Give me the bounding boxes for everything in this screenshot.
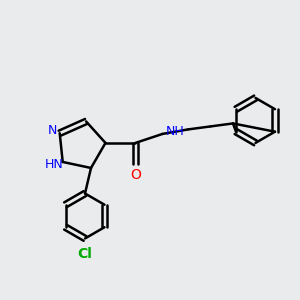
Text: O: O bbox=[130, 168, 141, 182]
Text: N: N bbox=[47, 124, 57, 137]
Text: Cl: Cl bbox=[78, 248, 92, 262]
Text: HN: HN bbox=[45, 158, 64, 171]
Text: NH: NH bbox=[166, 125, 185, 138]
